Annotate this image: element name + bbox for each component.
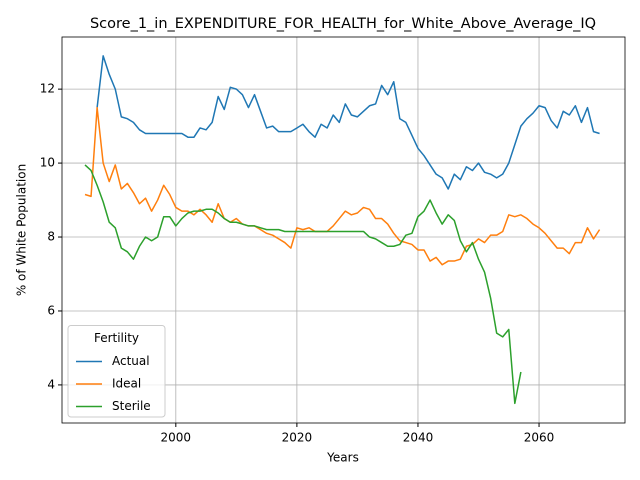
- chart-title: Score_1_in_EXPENDITURE_FOR_HEALTH_for_Wh…: [90, 16, 596, 32]
- x-tick-label: 2040: [403, 431, 434, 445]
- x-axis-label: Years: [326, 451, 359, 465]
- x-tick-label: 2000: [161, 431, 192, 445]
- y-tick-label: 8: [47, 230, 55, 244]
- data-line: [96, 55, 600, 190]
- y-tick-label: 6: [47, 303, 55, 317]
- y-tick-label: 4: [47, 377, 55, 391]
- legend-title: Fertility: [94, 331, 139, 345]
- legend-label: Actual: [112, 354, 150, 368]
- legend-label: Sterile: [112, 399, 151, 413]
- x-tick-label: 2020: [282, 431, 313, 445]
- data-line: [84, 164, 522, 405]
- legend-box: [67, 325, 166, 418]
- x-tick-label: 2060: [524, 431, 555, 445]
- y-tick-label: 10: [40, 156, 55, 170]
- y-tick-label: 12: [40, 82, 55, 96]
- legend-label: Ideal: [112, 377, 141, 391]
- y-axis-label: % of White Population: [15, 164, 29, 296]
- data-line: [84, 106, 601, 266]
- plot-frame: [61, 36, 626, 424]
